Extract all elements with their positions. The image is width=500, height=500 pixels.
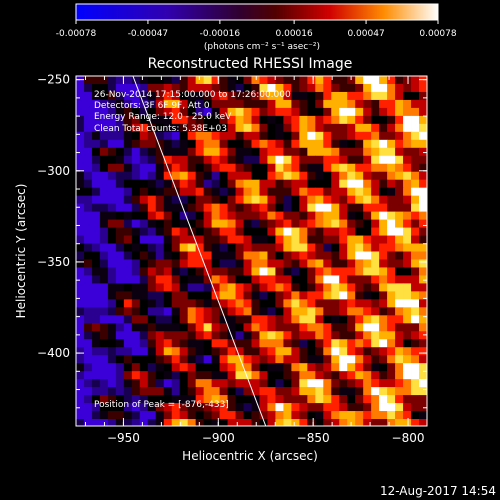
x-axis-label: Heliocentric X (arcsec) — [182, 449, 318, 463]
y-tick-label: −300 — [37, 164, 70, 178]
chart-title: Reconstructed RHESSI Image — [148, 56, 353, 72]
x-tick-label: −850 — [297, 431, 330, 445]
solar-limb-line — [132, 75, 267, 427]
y-tick-label: −350 — [37, 255, 70, 269]
colorbar-tick-label: 0.00078 — [419, 29, 456, 39]
x-tick-label: −950 — [107, 431, 140, 445]
colorbar-units-label: (photons cm⁻² s⁻¹ asec⁻²) — [204, 42, 320, 52]
colorbar-tick-label: -0.00016 — [200, 29, 241, 39]
heatmap-image — [76, 76, 427, 426]
y-axis-label: Heliocentric Y (arcsec) — [14, 184, 28, 319]
colorbar-tick-label: -0.00078 — [56, 29, 97, 39]
colorbar-tick-label: -0.00047 — [128, 29, 168, 39]
x-tick-label: −900 — [202, 431, 235, 445]
annotation-counts: Clean Total counts: 5.38E+03 — [94, 124, 227, 134]
annotation-time: 26-Nov-2014 17:15:00.000 to 17:26:00.000 — [94, 90, 291, 100]
peak-position-label: Position of Peak = [-876,-433] — [94, 400, 229, 410]
annotation-detectors: Detectors: 3F 6F 9F, Att 0 — [94, 101, 210, 111]
colorbar — [75, 3, 439, 21]
x-tick-label: −800 — [392, 431, 425, 445]
colorbar-tick-label: 0.00016 — [276, 29, 313, 39]
y-tick-label: −250 — [37, 73, 70, 87]
axes: −950 −900 −850 −800 −250 −300 −350 −400 — [37, 73, 428, 445]
plot-frame — [75, 75, 428, 427]
annotation-energy: Energy Range: 12.0 - 25.0 keV — [94, 112, 232, 122]
annotation-block: 26-Nov-2014 17:15:00.000 to 17:26:00.000… — [94, 90, 291, 134]
timestamp: 12-Aug-2017 14:54 — [380, 484, 496, 498]
y-tick-label: −400 — [37, 346, 70, 360]
colorbar-tick-label: 0.00047 — [347, 29, 384, 39]
colorbar-ticks: -0.00078 -0.00047 -0.00016 0.00016 0.00047 0.… — [56, 20, 457, 39]
